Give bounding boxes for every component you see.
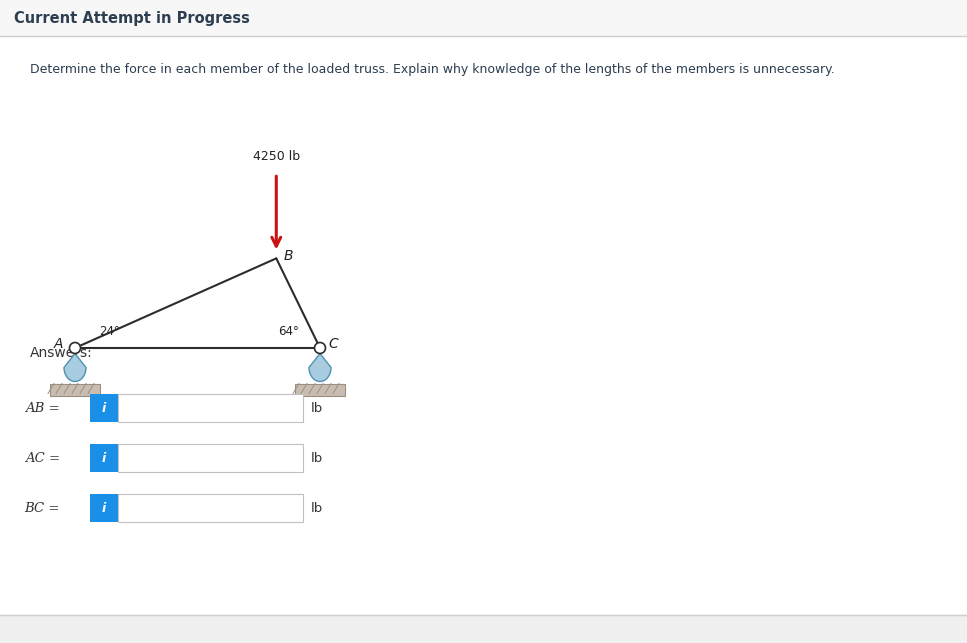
Text: i: i xyxy=(102,401,106,415)
Text: B: B xyxy=(283,249,293,264)
Bar xyxy=(295,383,345,395)
Bar xyxy=(0,0,967,36)
Text: 64°: 64° xyxy=(278,325,299,338)
Bar xyxy=(118,444,303,472)
Text: lb: lb xyxy=(311,401,323,415)
Bar xyxy=(0,615,967,643)
Text: 24°: 24° xyxy=(99,325,120,338)
Bar xyxy=(90,394,118,422)
Text: Answers:: Answers: xyxy=(30,346,93,360)
Text: lb: lb xyxy=(311,502,323,514)
Text: A: A xyxy=(53,337,63,351)
Bar xyxy=(90,494,118,522)
Text: lb: lb xyxy=(311,451,323,464)
Circle shape xyxy=(314,343,326,354)
Polygon shape xyxy=(64,354,86,381)
Circle shape xyxy=(70,343,80,354)
Text: Current Attempt in Progress: Current Attempt in Progress xyxy=(14,10,249,26)
Bar xyxy=(50,383,100,395)
Text: 4250 lb: 4250 lb xyxy=(252,150,300,163)
Text: C: C xyxy=(328,337,337,351)
Polygon shape xyxy=(309,354,331,381)
Bar xyxy=(118,394,303,422)
Text: AC =: AC = xyxy=(25,451,60,464)
Bar xyxy=(90,444,118,472)
Text: BC =: BC = xyxy=(24,502,60,514)
Text: Determine the force in each member of the loaded truss. Explain why knowledge of: Determine the force in each member of th… xyxy=(30,64,835,77)
Text: i: i xyxy=(102,502,106,514)
Bar xyxy=(118,494,303,522)
Text: i: i xyxy=(102,451,106,464)
Text: AB =: AB = xyxy=(25,401,60,415)
